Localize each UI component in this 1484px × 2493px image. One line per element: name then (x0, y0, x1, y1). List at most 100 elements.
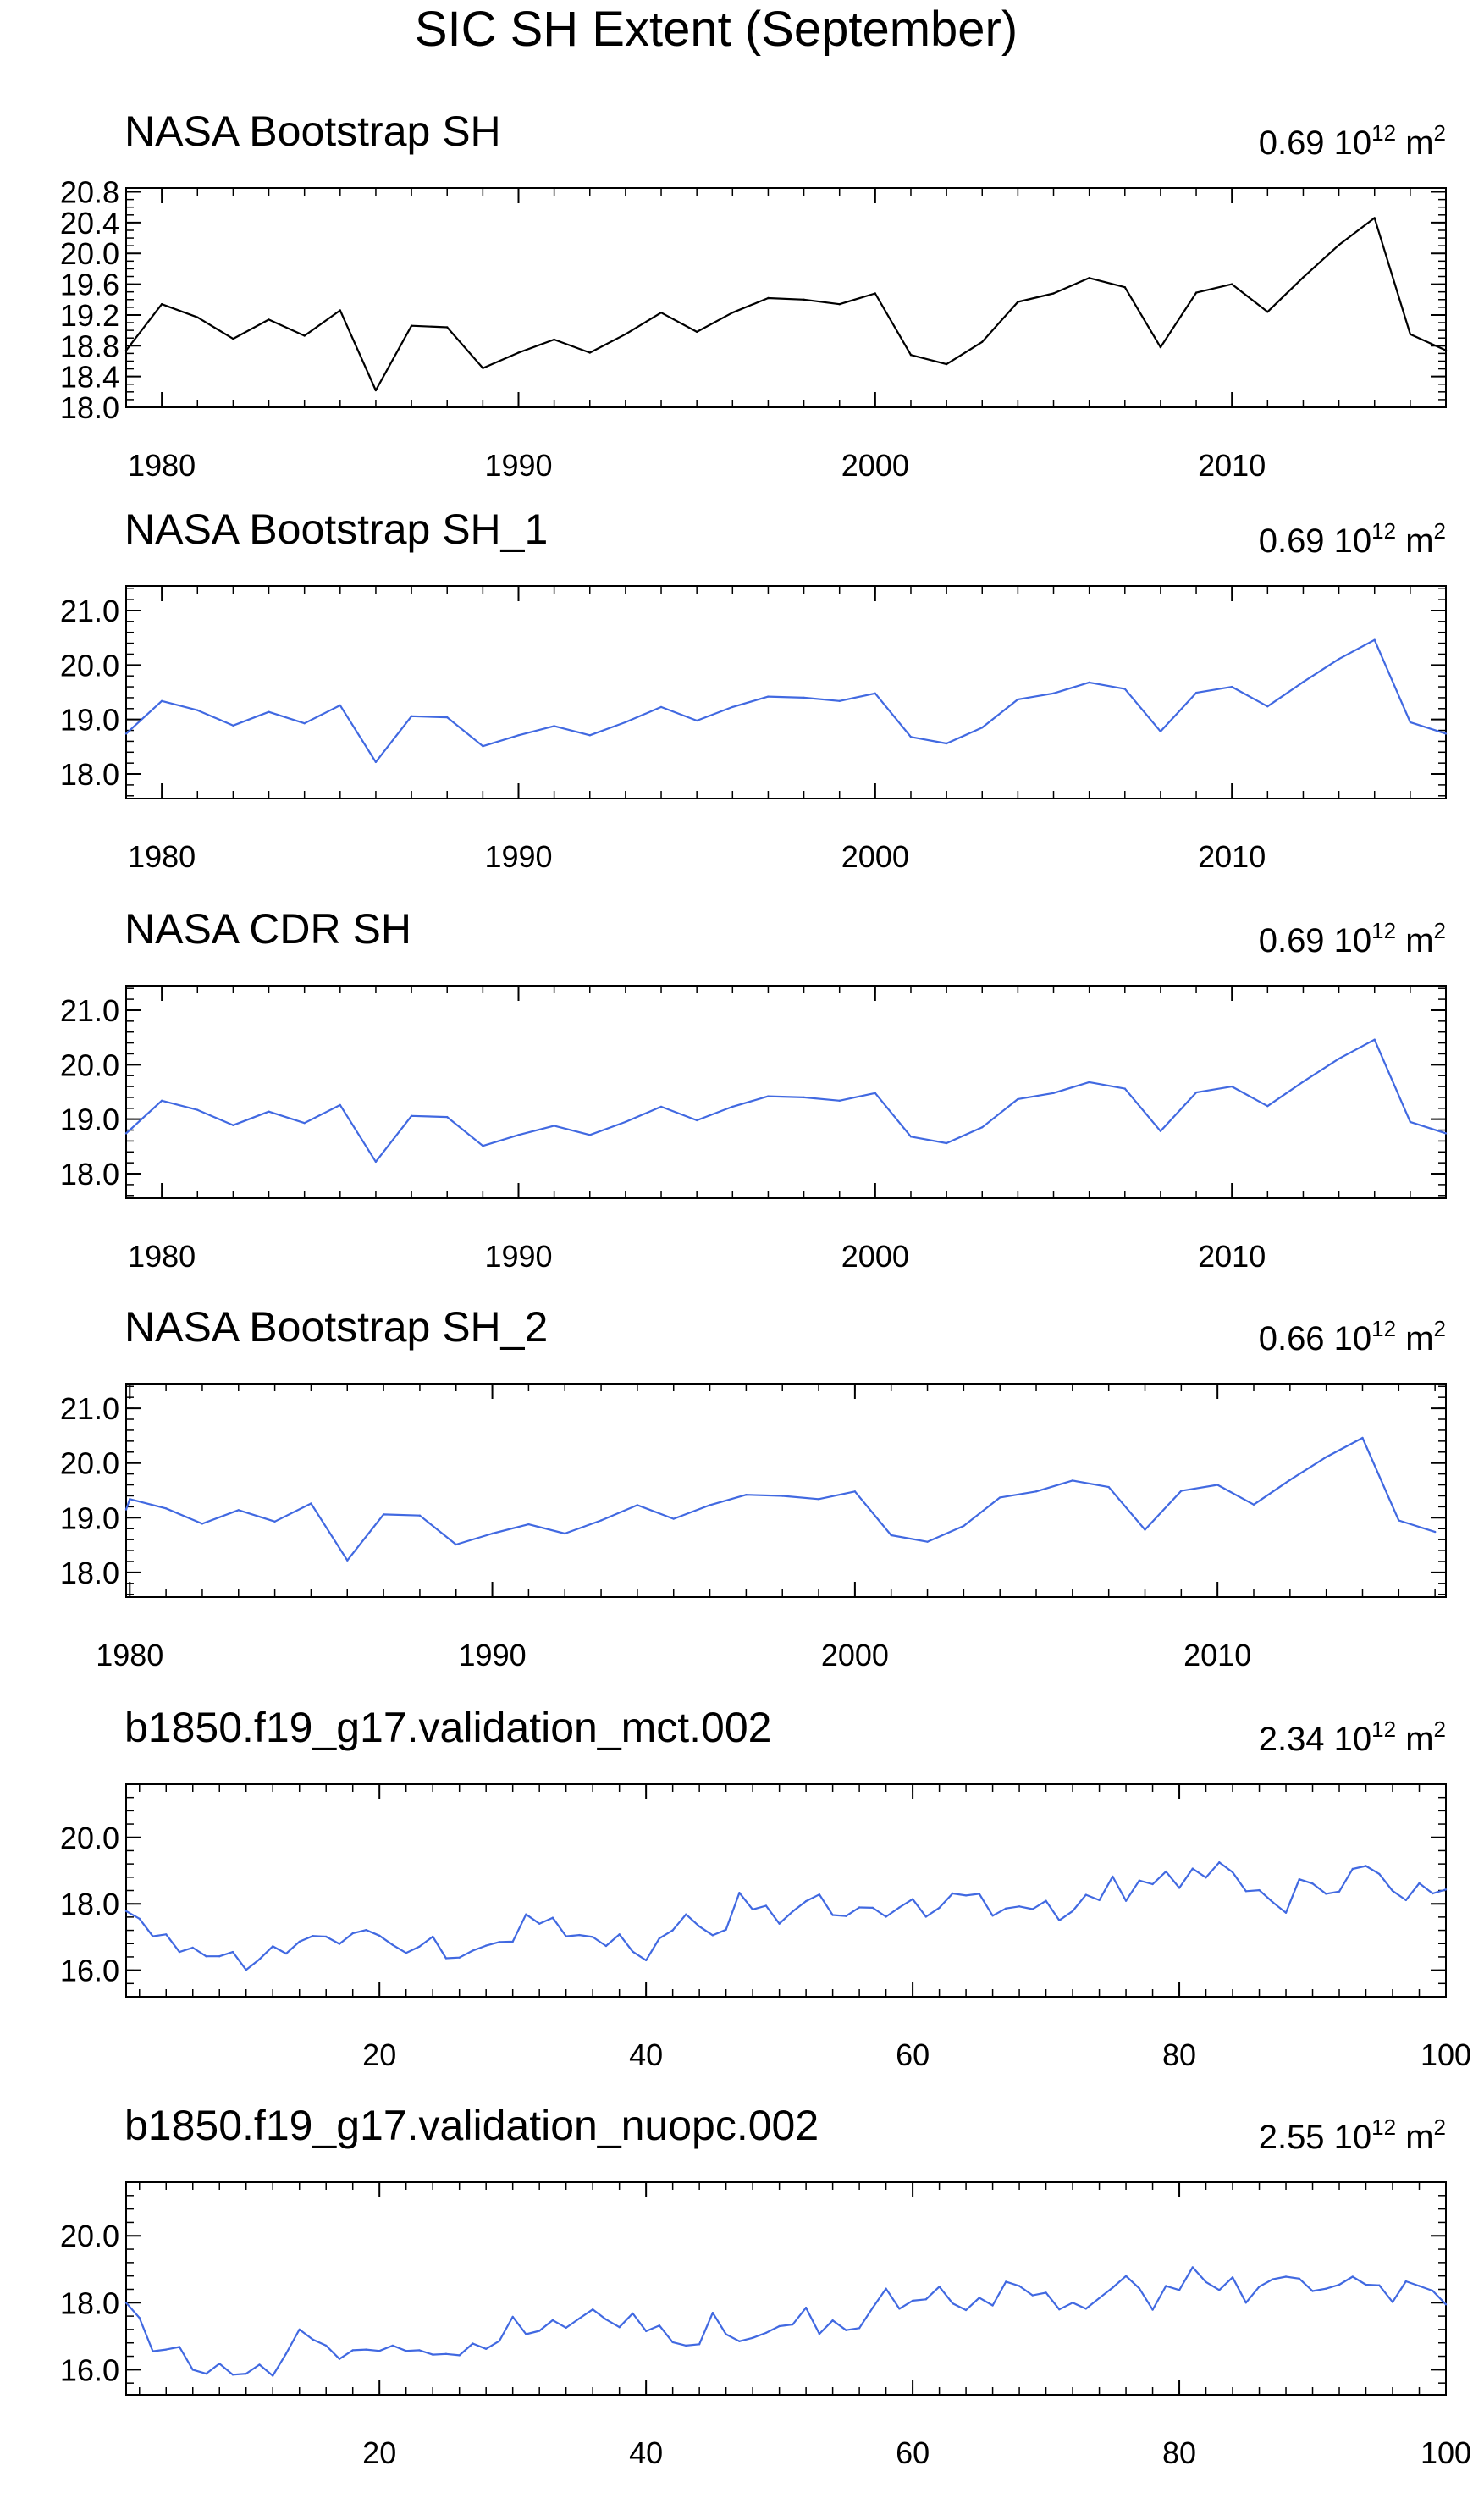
data-point (160, 303, 163, 306)
plot-frame (125, 2181, 1447, 2396)
x-tick-label: 100 (1421, 2435, 1471, 2470)
data-point (898, 1906, 901, 1909)
data-point (981, 1126, 984, 1129)
data-point (1191, 2266, 1194, 2269)
panel-title: b1850.f19_g17.validation_nuopc.002 (124, 2102, 819, 2149)
data-point (482, 367, 484, 369)
data-point (1138, 2287, 1141, 2290)
data-point (538, 2330, 541, 2332)
data-point (1112, 1875, 1114, 1878)
figure-title: SIC SH Extent (September) (415, 2, 1018, 57)
data-point (1151, 1882, 1154, 1886)
data-point (564, 1532, 566, 1535)
data-point (1311, 1882, 1314, 1885)
data-point (658, 1937, 661, 1940)
data-point (874, 692, 877, 694)
y-tick-label: 18.0 (60, 1556, 119, 1590)
note-exponent: 12 (1371, 518, 1396, 544)
note-unit: m (1396, 2119, 1433, 2156)
data-point (1444, 1132, 1448, 1135)
data-point (160, 1099, 163, 1103)
y-tick-label: 20.0 (60, 648, 119, 683)
data-point (618, 1933, 621, 1936)
data-point (1409, 1120, 1412, 1124)
data-point (778, 2324, 781, 2328)
x-tick-label: 40 (629, 2435, 663, 2470)
data-point (1298, 1878, 1301, 1881)
data-point (1365, 1865, 1367, 1867)
data-point (1338, 1890, 1341, 1893)
series-line (124, 1436, 1436, 1562)
data-point (1107, 1485, 1110, 1489)
data-point (845, 2329, 847, 2331)
data-point (351, 1932, 354, 1935)
data-point (658, 2324, 661, 2327)
data-point (1194, 291, 1198, 294)
note-unit: m (1396, 922, 1433, 959)
data-point (981, 340, 984, 343)
data-point (624, 721, 627, 724)
data-point (1205, 1877, 1207, 1879)
data-point (909, 736, 913, 738)
x-tick-label: 80 (1162, 2435, 1196, 2470)
data-point (339, 309, 341, 312)
y-tick-label: 20.0 (60, 1446, 119, 1481)
data-point (485, 2347, 488, 2350)
data-point (232, 724, 234, 727)
data-point (245, 2372, 247, 2375)
data-point (1365, 2283, 1367, 2286)
data-point (659, 1105, 663, 1108)
data-point (1361, 1436, 1364, 1440)
data-point (871, 2307, 874, 2309)
data-point (1302, 681, 1305, 683)
data-point (191, 1946, 194, 1949)
x-tick-label: 2000 (841, 1239, 909, 1274)
data-point (164, 1507, 168, 1510)
data-point (498, 1941, 501, 1943)
data-point (1258, 1888, 1261, 1892)
data-point (778, 1922, 781, 1925)
series-line (125, 1861, 1447, 1971)
data-point (1017, 698, 1019, 701)
data-point (205, 2372, 207, 2375)
data-point (298, 2328, 301, 2331)
data-point (1432, 2289, 1434, 2292)
data-point (482, 745, 484, 748)
data-point (711, 1934, 714, 1937)
data-point (909, 354, 913, 357)
note-unit: m (1396, 522, 1433, 560)
data-point (551, 1916, 554, 1919)
data-point (272, 1945, 274, 1948)
data-point (152, 2350, 154, 2352)
data-point (1084, 2308, 1088, 2310)
data-point (1311, 2290, 1314, 2292)
data-point (351, 2349, 354, 2352)
data-point (124, 349, 128, 351)
data-point (696, 719, 698, 722)
data-point (1178, 1887, 1181, 1889)
data-point (346, 1559, 349, 1562)
data-point (1123, 1087, 1127, 1090)
data-point (1338, 2283, 1341, 2286)
y-tick-label: 18.0 (60, 390, 119, 425)
note-unit-exponent: 2 (1434, 918, 1446, 943)
data-point (963, 1524, 965, 1528)
data-point (1031, 2294, 1034, 2297)
data-point (446, 716, 449, 719)
data-point (632, 1950, 634, 1953)
data-point (1418, 2285, 1421, 2287)
data-point (1418, 1882, 1421, 1885)
note-exponent: 12 (1371, 1316, 1396, 1341)
data-point (1338, 244, 1340, 246)
data-point (1378, 1872, 1381, 1876)
data-point (517, 734, 520, 737)
data-point (1272, 1901, 1274, 1904)
data-point (1151, 2308, 1154, 2311)
data-point (618, 2326, 621, 2329)
data-point (645, 2330, 648, 2333)
data-point (196, 709, 199, 711)
data-point (999, 1496, 1001, 1499)
data-point (1325, 1893, 1327, 1895)
data-point (511, 1940, 514, 1943)
